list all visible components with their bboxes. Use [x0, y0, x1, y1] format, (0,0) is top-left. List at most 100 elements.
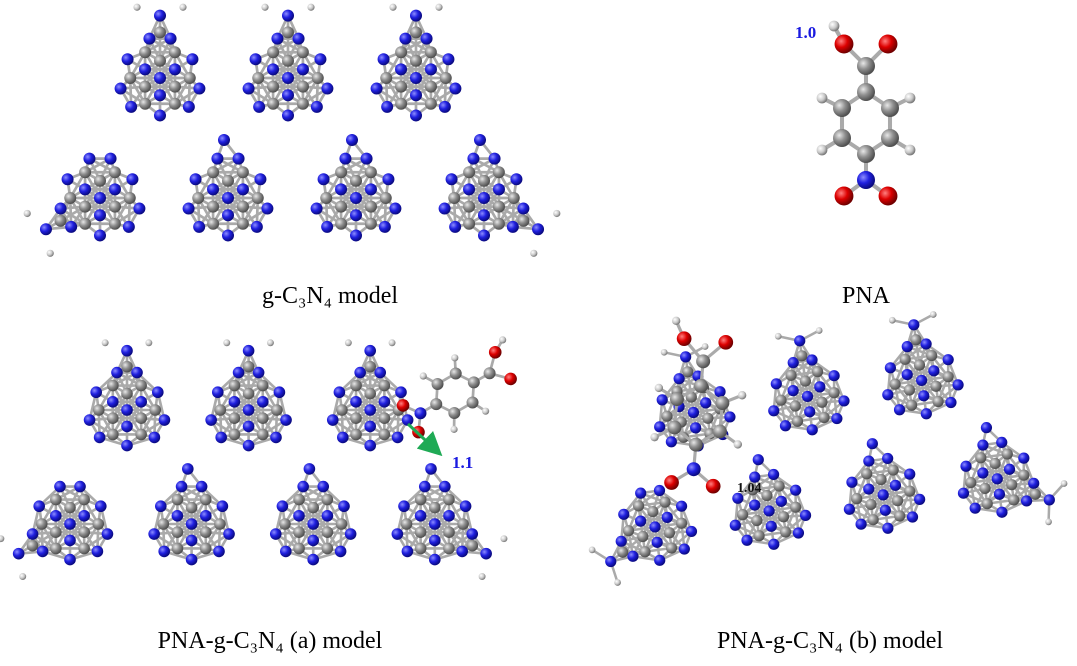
- atom: [414, 542, 427, 555]
- atom: [499, 336, 507, 344]
- atom: [647, 505, 659, 518]
- atom: [0, 535, 5, 543]
- atom: [806, 354, 818, 366]
- atom: [228, 412, 241, 425]
- atom: [158, 414, 171, 426]
- atom: [354, 366, 366, 379]
- atom: [296, 63, 309, 76]
- atom: [145, 339, 153, 347]
- atom: [108, 217, 121, 230]
- atom: [23, 209, 31, 218]
- atom: [882, 389, 894, 401]
- atom: [121, 387, 133, 400]
- atom: [378, 379, 391, 392]
- atom: [185, 518, 198, 530]
- atom: [364, 183, 377, 196]
- atom: [236, 183, 249, 196]
- atom: [424, 63, 437, 76]
- atom: [654, 421, 666, 433]
- atom: [466, 539, 479, 552]
- atom: [185, 501, 198, 514]
- atom: [185, 553, 198, 566]
- atom: [942, 371, 954, 383]
- atom: [401, 545, 414, 558]
- atom: [618, 508, 630, 520]
- atom: [79, 166, 92, 179]
- atom: [121, 439, 133, 452]
- atom: [310, 100, 323, 113]
- atom: [768, 538, 780, 550]
- atom: [90, 386, 102, 399]
- atom: [253, 100, 266, 113]
- atom: [863, 483, 875, 495]
- atom: [36, 545, 49, 558]
- atom: [49, 526, 62, 539]
- atom: [182, 100, 195, 113]
- atom: [846, 476, 858, 488]
- atom: [222, 229, 234, 242]
- atom: [193, 220, 206, 233]
- atom: [242, 404, 255, 416]
- atom: [960, 460, 972, 472]
- atom: [321, 493, 334, 506]
- atom: [199, 542, 212, 555]
- atom: [639, 546, 651, 558]
- atom: [492, 183, 505, 196]
- atom: [928, 365, 940, 377]
- atom: [901, 368, 913, 381]
- atom: [977, 467, 989, 479]
- atom: [273, 386, 286, 399]
- atom: [474, 134, 486, 146]
- atom: [256, 428, 269, 441]
- atom: [222, 192, 234, 204]
- atom: [364, 200, 377, 213]
- atom: [483, 367, 496, 380]
- atom: [517, 214, 530, 227]
- atom: [364, 439, 377, 452]
- atom: [19, 573, 27, 581]
- atom: [335, 200, 348, 213]
- atom: [637, 530, 649, 543]
- atom: [388, 339, 396, 347]
- atom: [12, 547, 25, 560]
- atom: [350, 379, 362, 392]
- atom: [143, 32, 156, 45]
- atom: [152, 386, 164, 399]
- atom: [282, 89, 294, 102]
- atom: [857, 57, 875, 75]
- annotation: 1.0: [795, 23, 816, 42]
- atom: [158, 545, 170, 558]
- atom: [701, 343, 709, 350]
- atom: [399, 32, 412, 45]
- atom: [752, 454, 764, 466]
- atom: [796, 350, 808, 362]
- atom: [649, 521, 661, 533]
- atom: [395, 63, 408, 76]
- atom: [293, 493, 305, 506]
- atom: [945, 396, 957, 409]
- atom: [779, 526, 792, 538]
- atom: [257, 395, 269, 408]
- atom: [171, 493, 184, 506]
- atom: [686, 462, 701, 477]
- atom: [899, 353, 911, 365]
- atom: [996, 436, 1008, 449]
- atom: [296, 80, 309, 93]
- atom: [667, 420, 682, 435]
- atom: [410, 54, 422, 67]
- atom: [168, 63, 181, 76]
- atom: [467, 152, 480, 165]
- atom: [307, 3, 315, 11]
- atom: [207, 166, 220, 179]
- atom: [811, 366, 824, 378]
- atom: [456, 545, 469, 558]
- atom: [753, 530, 765, 542]
- atom: [321, 509, 334, 522]
- atom: [1060, 480, 1068, 487]
- atom: [904, 468, 916, 480]
- atom: [834, 34, 854, 54]
- atom: [439, 480, 451, 493]
- atom: [95, 500, 107, 513]
- atom: [660, 348, 668, 356]
- atom: [321, 82, 334, 95]
